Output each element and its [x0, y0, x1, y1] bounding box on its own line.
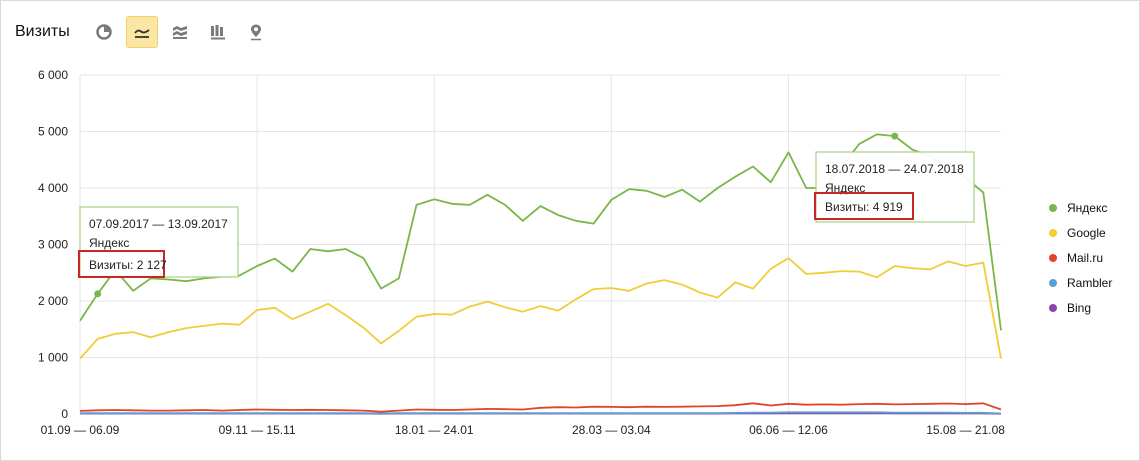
x-tick-label: 06.06 — 12.06 [749, 423, 828, 437]
tooltip-value: Визиты: 2 127 [89, 258, 167, 272]
pie-chart-button[interactable] [88, 16, 120, 48]
y-tick-label: 5 000 [38, 125, 68, 139]
tooltip-box [815, 151, 975, 223]
legend-marker [1049, 203, 1057, 212]
legend-label: Rambler [1067, 275, 1113, 290]
chart-title: Визиты [15, 23, 70, 40]
tooltip-value-highlight [78, 250, 165, 278]
x-tick-label: 18.01 — 24.01 [395, 423, 474, 437]
legend-item-bing[interactable]: Bing [1049, 295, 1112, 320]
map-pin-icon [250, 24, 261, 41]
legend-marker [1049, 303, 1057, 312]
legend-label: Bing [1067, 300, 1092, 315]
tooltip-point-marker [891, 132, 899, 140]
pie-chart-icon [95, 24, 112, 40]
x-tick-label: 28.03 — 03.04 [572, 423, 651, 437]
x-tick-label: 15.08 — 21.08 [926, 423, 1005, 437]
legend-item-yandex[interactable]: Яндекс [1049, 195, 1112, 220]
tooltip-value: Визиты: 4 919 [825, 200, 903, 214]
legend-label: Google [1067, 225, 1106, 240]
tooltip-box [79, 206, 239, 278]
legend-label: Яндекс [1067, 200, 1108, 215]
legend-marker [1049, 228, 1057, 237]
x-tick-label: 09.11 — 15.11 [219, 423, 296, 437]
line-chart-button[interactable] [125, 16, 158, 48]
y-tick-label: 6 000 [38, 68, 68, 82]
series-line-2 [79, 402, 1002, 413]
tooltip-value-highlight [814, 192, 914, 220]
chart-toolbar: Визиты [15, 15, 278, 49]
tooltip-series: Яндекс [89, 236, 129, 250]
line-chart-icon [133, 29, 150, 38]
y-tick-label: 0 [61, 407, 68, 421]
tooltip-period: 18.07.2018 — 24.07.2018 [825, 162, 964, 176]
tooltip-point-marker [94, 290, 102, 298]
y-tick-label: 4 000 [38, 181, 68, 195]
y-tick-label: 2 000 [38, 294, 68, 308]
bar-chart-button[interactable] [202, 16, 234, 48]
chart-legend: Яндекс Google Mail.ru Rambler Bing [1049, 195, 1112, 320]
tooltip-series: Яндекс [825, 181, 865, 195]
tooltip: 18.07.2018 — 24.07.2018 Яндекс Визиты: 4 9… [814, 151, 975, 223]
legend-label: Mail.ru [1067, 250, 1104, 265]
x-tick-label: 01.09 — 06.09 [41, 423, 120, 437]
legend-item-rambler[interactable]: Rambler [1049, 270, 1112, 295]
y-tick-label: 3 000 [38, 238, 68, 252]
legend-item-mailru[interactable]: Mail.ru [1049, 245, 1112, 270]
area-chart-icon [172, 26, 187, 39]
tooltip: 07.09.2017 — 13.09.2017 Яндекс Визиты: 2 1… [78, 206, 239, 278]
series-line-1 [79, 257, 1002, 360]
legend-marker [1049, 253, 1057, 262]
legend-marker [1049, 278, 1057, 287]
bar-chart-icon [210, 25, 225, 40]
area-chart-button[interactable] [164, 16, 196, 48]
legend-item-google[interactable]: Google [1049, 220, 1112, 245]
tooltip-period: 07.09.2017 — 13.09.2017 [89, 217, 228, 231]
series-line-3 [80, 411, 1002, 415]
map-button[interactable] [240, 16, 272, 48]
y-tick-label: 1 000 [38, 351, 68, 365]
